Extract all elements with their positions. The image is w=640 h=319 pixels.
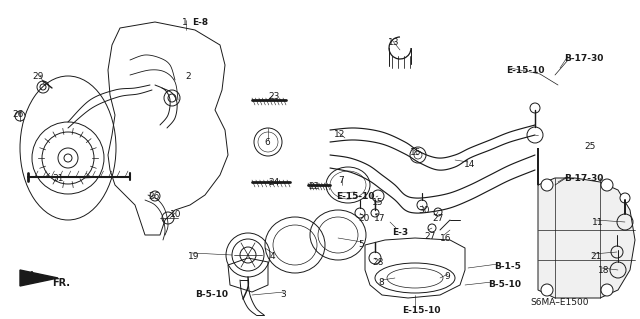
Text: 3: 3 xyxy=(280,290,285,299)
Circle shape xyxy=(620,193,630,203)
Text: 11: 11 xyxy=(592,218,604,227)
Text: 27: 27 xyxy=(424,232,435,241)
Text: 15: 15 xyxy=(410,148,422,157)
Text: 5: 5 xyxy=(358,240,364,249)
Text: B-17-30: B-17-30 xyxy=(564,54,604,63)
Text: 19: 19 xyxy=(188,252,200,261)
Text: B-5-10: B-5-10 xyxy=(488,280,521,289)
Text: 10: 10 xyxy=(170,210,182,219)
Text: 20: 20 xyxy=(358,214,369,223)
Text: 28: 28 xyxy=(372,258,383,267)
Text: B-1-5: B-1-5 xyxy=(494,262,521,271)
Circle shape xyxy=(601,179,613,191)
Circle shape xyxy=(530,103,540,113)
Text: 22: 22 xyxy=(308,182,319,191)
Text: E-8: E-8 xyxy=(192,18,208,27)
Text: 1: 1 xyxy=(182,18,188,27)
Text: 13: 13 xyxy=(388,38,399,47)
Text: 7: 7 xyxy=(338,176,344,185)
Text: 29: 29 xyxy=(32,72,44,81)
Circle shape xyxy=(64,154,72,162)
Text: 26: 26 xyxy=(12,110,24,119)
Text: 4: 4 xyxy=(270,252,276,261)
Text: 18: 18 xyxy=(598,266,609,275)
Text: FR.: FR. xyxy=(52,278,70,288)
Text: 30: 30 xyxy=(418,206,429,215)
Text: 31: 31 xyxy=(52,174,63,183)
Text: 14: 14 xyxy=(464,160,476,169)
Text: 9: 9 xyxy=(444,272,450,281)
Text: 2: 2 xyxy=(185,72,191,81)
Text: B-17-30: B-17-30 xyxy=(564,174,604,183)
Circle shape xyxy=(541,179,553,191)
Text: S6MA–E1500: S6MA–E1500 xyxy=(530,298,589,307)
Text: 6: 6 xyxy=(264,138,269,147)
Text: B-5-10: B-5-10 xyxy=(195,290,228,299)
Text: 27: 27 xyxy=(432,214,444,223)
Polygon shape xyxy=(538,148,635,298)
Text: 15: 15 xyxy=(372,198,383,207)
Circle shape xyxy=(150,191,160,201)
Text: 25: 25 xyxy=(584,142,595,151)
Text: 24: 24 xyxy=(268,178,279,187)
Text: 8: 8 xyxy=(378,278,384,287)
Circle shape xyxy=(371,209,379,217)
Text: 23: 23 xyxy=(268,92,280,101)
Circle shape xyxy=(541,284,553,296)
Text: 12: 12 xyxy=(334,130,346,139)
Text: E-15-10: E-15-10 xyxy=(402,306,440,315)
Polygon shape xyxy=(20,270,58,286)
Text: 21: 21 xyxy=(590,252,602,261)
Text: 26: 26 xyxy=(148,192,159,201)
Text: E-3: E-3 xyxy=(392,228,408,237)
Circle shape xyxy=(601,284,613,296)
Text: 16: 16 xyxy=(440,234,451,243)
Text: 17: 17 xyxy=(374,214,385,223)
Text: E-15-10: E-15-10 xyxy=(506,66,545,75)
Circle shape xyxy=(15,111,25,121)
Text: E-15-10: E-15-10 xyxy=(336,192,374,201)
